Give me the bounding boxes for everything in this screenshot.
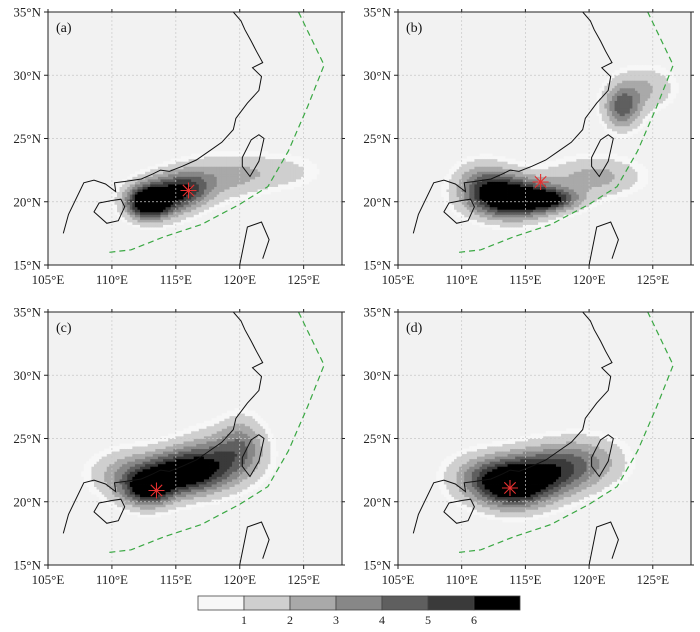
x-tick-label: 125°E [287,272,320,287]
map-panel-b: ✳ 105°E 110°E 115°E 120°E 125°E 15°N 20°N 25°N 30… [363,5,694,287]
x-tick-label: 105°E [32,272,65,287]
map-panel-c: ✳ 105°E 110°E 115°E 120°E 125°E 15°N 20°N 25°N 30… [13,305,345,587]
panel-label: (c) [56,321,72,336]
x-tick-label: 110°E [96,572,128,587]
colorbar-swatch [197,595,245,611]
mainland-coast [62,312,264,534]
y-tick-label: 30°N [13,68,41,83]
taiwan-island [591,434,614,478]
colorbar-swatch [381,595,429,611]
center-marker: ✳ [501,477,519,502]
coastline [62,12,270,265]
y-tick-label: 30°N [363,68,391,83]
x-tick-label: 125°E [287,572,320,587]
gridlines [48,312,342,565]
y-tick-label: 15°N [363,258,391,273]
panel-label: (d) [406,321,423,336]
map-panel-a: ✳ 105°E 110°E 115°E 120°E 125°E 15°N 20°N 25°N 30… [13,5,345,287]
colorbar-tick-label: 6 [471,613,477,627]
colorbar-tick-label: 1 [241,613,247,627]
center-marker: ✳ [531,171,549,196]
dashed-boundary-line [459,312,674,553]
taiwan-island [241,434,265,478]
y-tick-label: 20°N [363,494,391,509]
dashed-boundary-line [109,12,325,253]
hainan-island [443,198,475,224]
y-tick-label: 15°N [13,258,41,273]
y-tick-label: 25°N [363,131,391,146]
y-tick-label: 25°N [13,131,41,146]
center-marker: ✳ [179,180,197,205]
y-tick-label: 35°N [363,305,391,320]
hainan-island [443,498,475,524]
x-tick-label: 110°E [446,572,478,587]
gridlines [398,312,691,565]
luzon-coast [239,221,270,265]
x-tick-label: 115°E [509,272,541,287]
colorbar-tick-label: 5 [425,613,431,627]
taiwan-island [241,134,265,178]
dashed-boundary-line [109,312,325,553]
y-tick-label: 30°N [363,368,391,383]
y-tick-label: 15°N [13,558,41,573]
y-tick-label: 15°N [363,558,391,573]
x-tick-label: 110°E [96,272,128,287]
luzon-coast [239,521,270,565]
colorbar-swatch [289,595,337,611]
y-tick-label: 30°N [13,368,41,383]
coastline [412,12,619,265]
y-tick-label: 35°N [13,305,41,320]
panel-label: (a) [56,21,72,36]
x-tick-label: 115°E [160,572,192,587]
x-tick-label: 115°E [160,272,192,287]
colorbar-tick-label: 4 [379,613,385,627]
y-tick-label: 20°N [13,494,41,509]
y-tick-label: 35°N [13,5,41,20]
x-tick-label: 105°E [382,272,415,287]
panel-label: (b) [406,21,423,36]
x-tick-label: 120°E [573,572,606,587]
map-panel-d: ✳ 105°E 110°E 115°E 120°E 125°E 15°N 20°N 25°N 30… [363,305,694,587]
colorbar-tick-label: 3 [333,613,339,627]
y-tick-label: 20°N [13,194,41,209]
x-tick-label: 125°E [636,272,669,287]
colorbar-swatch [473,595,521,611]
colorbar-swatch [243,595,291,611]
x-tick-label: 110°E [446,272,478,287]
y-tick-label: 20°N [363,194,391,209]
mainland-coast [62,12,264,234]
colorbar: 1 2 3 4 5 6 [197,595,521,627]
density-contours [81,408,279,518]
mainland-coast [412,12,613,234]
colorbar-tick-label: 2 [287,613,293,627]
x-tick-label: 120°E [223,272,256,287]
colorbar-swatch [335,595,383,611]
luzon-coast [588,521,619,565]
coastline [412,312,619,565]
x-tick-label: 125°E [636,572,669,587]
x-tick-label: 120°E [573,272,606,287]
x-tick-label: 105°E [382,572,415,587]
mainland-coast [412,312,613,534]
taiwan-island [591,134,614,178]
gridlines [48,12,342,265]
x-tick-label: 105°E [32,572,65,587]
colorbar-swatch [427,595,475,611]
y-tick-label: 35°N [363,5,391,20]
y-tick-label: 25°N [363,431,391,446]
center-marker: ✳ [147,480,165,505]
luzon-coast [588,221,619,265]
y-tick-label: 25°N [13,431,41,446]
hainan-island [93,198,126,224]
coastline [62,312,270,565]
gridlines [398,12,691,265]
hainan-island [93,498,126,524]
dashed-boundary-line [459,12,674,253]
x-tick-label: 115°E [509,572,541,587]
x-tick-label: 120°E [223,572,256,587]
